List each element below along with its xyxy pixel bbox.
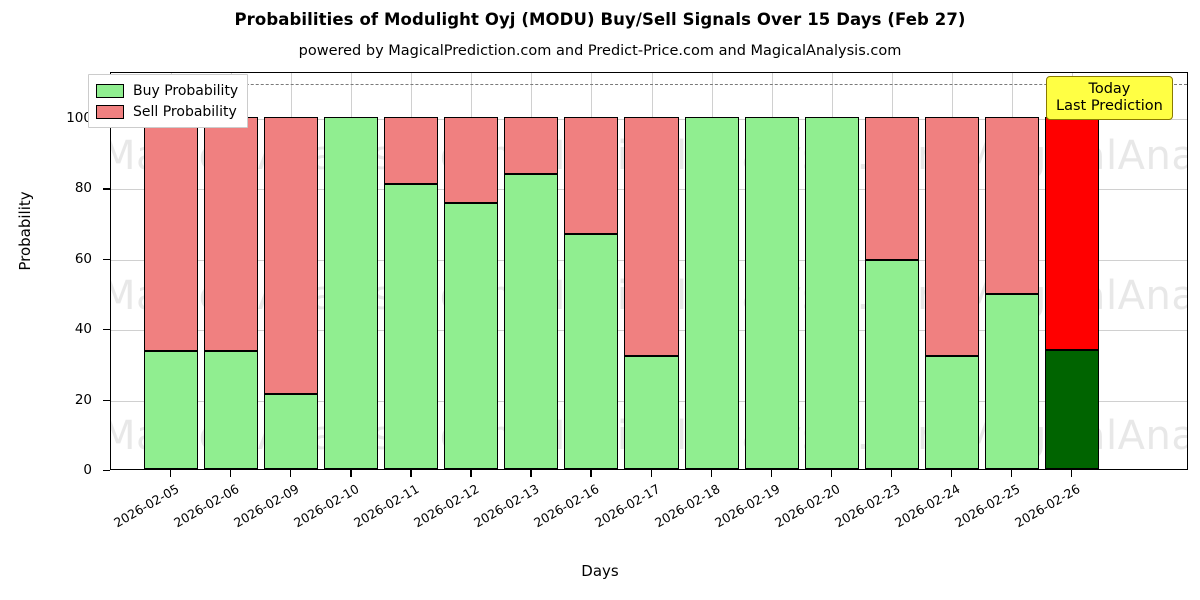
bar-group[interactable] (864, 73, 919, 469)
bar-segment-sell[interactable] (624, 116, 679, 357)
bar-group[interactable] (924, 73, 979, 469)
bar-segment-buy[interactable] (924, 356, 979, 469)
y-axis-tick (103, 470, 110, 472)
bar-group[interactable] (984, 73, 1039, 469)
bar-group[interactable] (504, 73, 559, 469)
bar-group[interactable] (744, 73, 799, 469)
chart-subtitle: powered by MagicalPrediction.com and Pre… (298, 43, 902, 59)
x-axis-tick (770, 470, 772, 477)
y-axis-tick-label: 40 (74, 321, 92, 338)
legend-label-sell: Sell Probability (133, 103, 237, 120)
bar-segment-sell[interactable] (864, 116, 919, 261)
y-axis-tick (103, 258, 110, 260)
legend-swatch-sell (96, 104, 124, 119)
y-axis-tick (103, 329, 110, 331)
bar-segment-buy[interactable] (804, 116, 859, 469)
bar-series (111, 73, 1187, 469)
x-axis-label: Days (581, 562, 619, 580)
today-annotation: Today Last Prediction (1046, 76, 1173, 120)
bar-segment-buy[interactable] (264, 393, 319, 469)
bar-segment-sell[interactable] (444, 116, 499, 204)
x-axis-tick (830, 470, 832, 477)
y-axis-tick (103, 188, 110, 190)
legend-swatch-buy (96, 83, 124, 98)
bar-segment-sell[interactable] (924, 116, 979, 357)
bar-group[interactable] (204, 73, 259, 469)
bar-segment-buy[interactable] (504, 174, 559, 469)
bar-group[interactable] (804, 73, 859, 469)
x-axis-tick (950, 470, 953, 477)
x-axis-tick (1070, 470, 1073, 477)
x-axis-tick (470, 470, 472, 477)
bar-segment-buy[interactable] (144, 350, 199, 469)
bar-segment-sell[interactable] (144, 116, 199, 351)
bar-segment-buy[interactable] (1044, 350, 1099, 469)
bar-group[interactable] (624, 73, 679, 469)
y-axis-tick (103, 399, 110, 401)
legend: Buy Probability Sell Probability (88, 74, 249, 128)
bar-segment-sell[interactable] (984, 116, 1039, 295)
bar-segment-sell[interactable] (1044, 116, 1099, 351)
x-axis-tick (650, 470, 652, 477)
chart-title: Probabilities of Modulight Oyj (MODU) Bu… (234, 10, 966, 29)
bar-segment-sell[interactable] (204, 116, 259, 351)
x-axis-tick (170, 470, 172, 477)
x-axis-tick (530, 470, 532, 477)
bar-segment-buy[interactable] (864, 260, 919, 469)
bar-segment-buy[interactable] (204, 350, 259, 469)
x-axis-tick (1010, 470, 1013, 477)
y-axis-tick-label: 0 (83, 462, 92, 478)
x-axis-tick (710, 470, 712, 477)
bar-segment-sell[interactable] (504, 116, 559, 175)
reference-line (111, 83, 1187, 85)
x-axis-tick (230, 470, 232, 477)
today-annotation-line1: Today (1088, 81, 1131, 97)
bar-segment-sell[interactable] (384, 116, 439, 184)
x-axis-tick (290, 470, 292, 477)
bar-group[interactable] (264, 73, 319, 469)
x-axis-tick (410, 470, 412, 477)
bar-segment-buy[interactable] (744, 116, 799, 469)
bar-group[interactable] (444, 73, 499, 469)
bar-segment-buy[interactable] (444, 203, 499, 469)
y-axis-tick-label: 80 (74, 180, 92, 197)
bar-group[interactable] (684, 73, 739, 469)
bar-group[interactable] (144, 73, 199, 469)
y-axis-tick-label: 100 (66, 109, 92, 126)
legend-item-sell[interactable]: Sell Probability (96, 101, 238, 122)
legend-item-buy[interactable]: Buy Probability (96, 80, 238, 101)
bar-group[interactable] (1044, 73, 1099, 469)
bar-segment-buy[interactable] (684, 116, 739, 469)
bar-segment-buy[interactable] (324, 116, 379, 469)
today-annotation-line2: Last Prediction (1056, 97, 1163, 114)
x-axis-tick (890, 470, 893, 477)
bar-segment-sell[interactable] (564, 116, 619, 235)
bar-segment-sell[interactable] (264, 116, 319, 394)
bar-segment-buy[interactable] (564, 234, 619, 469)
bar-group[interactable] (324, 73, 379, 469)
y-axis-tick-label: 60 (74, 250, 92, 267)
bar-group[interactable] (384, 73, 439, 469)
legend-label-buy: Buy Probability (133, 82, 239, 99)
bar-segment-buy[interactable] (384, 183, 439, 469)
bar-segment-buy[interactable] (624, 356, 679, 469)
y-axis-tick-label: 20 (74, 391, 92, 408)
x-axis-tick (350, 470, 352, 477)
y-axis-label: Probability (16, 191, 34, 271)
x-axis-tick (590, 470, 592, 477)
plot-area: MagicalAnalysis.com MagicalAnalysis.com Ma… (110, 72, 1188, 470)
bar-group[interactable] (564, 73, 619, 469)
bar-segment-buy[interactable] (984, 294, 1039, 469)
